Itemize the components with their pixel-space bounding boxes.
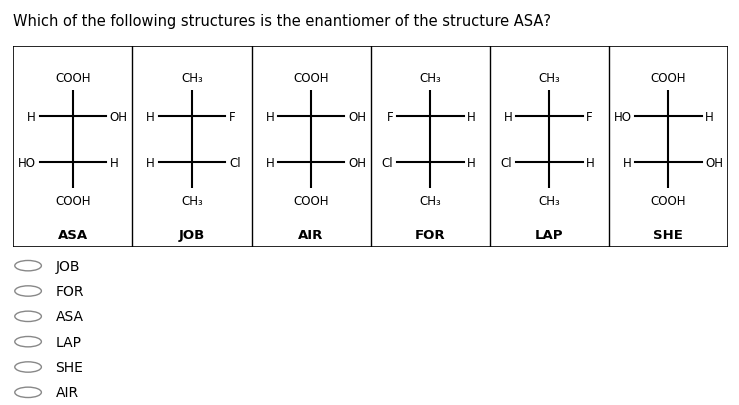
Ellipse shape: [15, 387, 41, 398]
Text: JOB: JOB: [55, 259, 80, 273]
Ellipse shape: [15, 286, 41, 296]
Text: F: F: [386, 110, 393, 123]
Text: CH₃: CH₃: [181, 194, 202, 207]
Text: SHE: SHE: [653, 228, 684, 241]
Text: F: F: [229, 110, 236, 123]
Text: COOH: COOH: [55, 194, 91, 207]
Text: ASA: ASA: [58, 228, 88, 241]
Ellipse shape: [15, 362, 41, 372]
Text: CH₃: CH₃: [539, 194, 560, 207]
Text: H: H: [467, 110, 476, 123]
Text: FOR: FOR: [55, 284, 84, 298]
Text: Cl: Cl: [229, 156, 240, 169]
Text: CH₃: CH₃: [419, 72, 441, 85]
Text: OH: OH: [705, 156, 723, 169]
Ellipse shape: [15, 311, 41, 322]
Text: Which of the following structures is the enantiomer of the structure ASA?: Which of the following structures is the…: [13, 13, 551, 28]
Text: H: H: [503, 110, 512, 123]
Text: AIR: AIR: [299, 228, 324, 241]
Text: H: H: [586, 156, 595, 169]
Text: COOH: COOH: [650, 72, 686, 85]
Text: COOH: COOH: [293, 194, 329, 207]
Text: OH: OH: [348, 156, 366, 169]
Text: OH: OH: [348, 110, 366, 123]
Text: CH₃: CH₃: [419, 194, 441, 207]
Text: ASA: ASA: [55, 309, 84, 324]
Text: LAP: LAP: [535, 228, 564, 241]
Text: H: H: [110, 156, 118, 169]
Text: H: H: [265, 156, 274, 169]
Text: CH₃: CH₃: [181, 72, 202, 85]
Text: H: H: [146, 156, 155, 169]
Text: H: H: [623, 156, 631, 169]
Text: F: F: [586, 110, 593, 123]
Text: JOB: JOB: [179, 228, 205, 241]
Ellipse shape: [15, 337, 41, 347]
Text: H: H: [265, 110, 274, 123]
Text: H: H: [146, 110, 155, 123]
Text: OH: OH: [110, 110, 128, 123]
Text: CH₃: CH₃: [539, 72, 560, 85]
Text: HO: HO: [18, 156, 36, 169]
Text: COOH: COOH: [650, 194, 686, 207]
Text: AIR: AIR: [55, 386, 78, 399]
Text: COOH: COOH: [55, 72, 91, 85]
Text: H: H: [27, 110, 36, 123]
Text: COOH: COOH: [293, 72, 329, 85]
Text: FOR: FOR: [415, 228, 446, 241]
Text: H: H: [467, 156, 476, 169]
Text: Cl: Cl: [501, 156, 512, 169]
Text: LAP: LAP: [55, 335, 81, 349]
Text: SHE: SHE: [55, 360, 84, 374]
Text: Cl: Cl: [381, 156, 393, 169]
Text: H: H: [705, 110, 714, 123]
Text: HO: HO: [613, 110, 631, 123]
Ellipse shape: [15, 261, 41, 271]
